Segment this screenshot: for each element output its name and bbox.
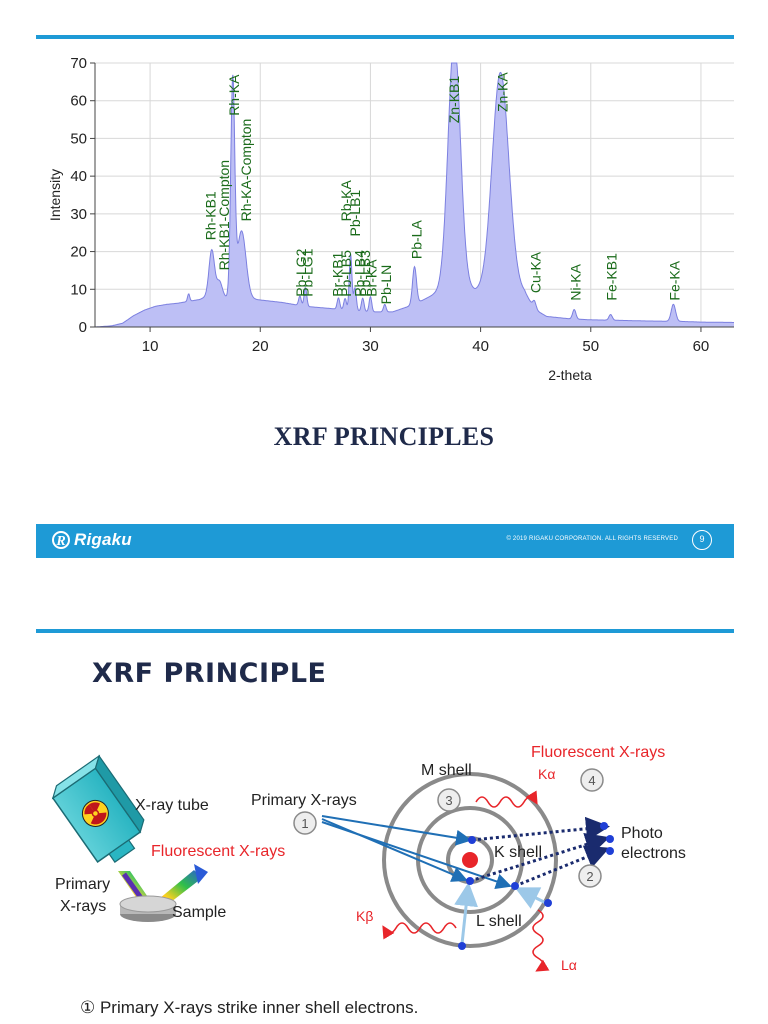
rigaku-logo-text: Rigaku xyxy=(74,530,132,549)
slide-title: XRF PRINCIPLES xyxy=(273,422,495,451)
y-tick-label: 20 xyxy=(70,244,87,261)
step-badge-2: 2 xyxy=(578,864,602,888)
peak-label: Fe-KA xyxy=(667,260,683,300)
y-tick-label: 40 xyxy=(70,168,87,185)
y-tick-label: 50 xyxy=(70,130,87,147)
k-shell-label: K shell xyxy=(494,844,542,861)
slide-xrf-principles: 10 20 30 40 50 60 0 10 20 30 40 50 60 70 Rh-KB1 Rh-KB1… xyxy=(36,35,734,558)
peak-label: Zn-KB1 xyxy=(446,76,462,124)
la-wave xyxy=(532,909,550,972)
electrons xyxy=(458,822,614,950)
peak-label: Br-KA xyxy=(364,259,380,297)
peak-label: Rb-KA xyxy=(338,180,354,222)
peak-label: Rh-KA-Compton xyxy=(238,119,254,222)
x-tick-label: 30 xyxy=(362,338,379,355)
y-tick-label: 10 xyxy=(70,281,87,298)
xrf-principle-diagram: X-ray tube Fluorescent X-rays Primary X-… xyxy=(51,744,686,973)
x-tick-label: 50 xyxy=(582,338,599,355)
right-primary-label: Primary X-rays xyxy=(251,792,357,809)
peak-label: Pb-LG1 xyxy=(300,248,316,296)
ka-wave xyxy=(475,790,538,808)
peak-label: Pb-LB5 xyxy=(338,250,354,297)
slide-top-rule xyxy=(36,629,734,633)
x-axis-label: 2-theta xyxy=(548,367,592,383)
footer-bar: R Rigaku © 2019 RIGAKU CORPORATION. ALL … xyxy=(36,524,734,558)
y-tick-label: 70 xyxy=(70,55,87,72)
photo-electron-arrows xyxy=(469,816,610,888)
photo-electrons-label-1: Photo xyxy=(621,825,663,842)
y-tick-label: 30 xyxy=(70,206,87,223)
rigaku-logo-mark: R xyxy=(52,531,70,549)
x-tick-label: 20 xyxy=(252,338,269,355)
x-tick-label: 40 xyxy=(472,338,489,355)
primary-x-ray-arrows xyxy=(321,815,512,890)
y-tick-label: 60 xyxy=(70,93,87,110)
transition-arrows xyxy=(454,882,549,945)
slide-title: XRF PRINCIPLE xyxy=(92,658,327,689)
svg-text:4: 4 xyxy=(588,773,595,788)
l-shell-label: L shell xyxy=(476,913,522,930)
slide-top-rule xyxy=(36,35,734,39)
spectrum-fill xyxy=(95,63,734,327)
peak-label: Pb-LB1 xyxy=(347,190,363,237)
left-fluorescent-label: Fluorescent X-rays xyxy=(151,843,285,860)
chart-grid xyxy=(95,62,734,328)
spectrum-line xyxy=(95,62,734,328)
page-number: 9 xyxy=(692,530,712,550)
peak-label: Rh-KA xyxy=(226,74,242,116)
kb-label: Kβ xyxy=(356,908,373,924)
la-label: Lα xyxy=(561,957,577,973)
step-caption: ① Primary X-rays strike inner shell elec… xyxy=(80,998,419,1017)
y-axis-label: Intensity xyxy=(47,169,63,221)
slide-xrf-principle: XRF PRINCIPLE xyxy=(0,628,768,1024)
peak-label: Ni-KA xyxy=(567,263,583,300)
peak-label: Pb-LB4 xyxy=(351,250,367,297)
left-primary-label-1: Primary xyxy=(55,876,110,893)
step-badge-3: 3 xyxy=(437,788,461,812)
x-ray-tube-label: X-ray tube xyxy=(135,797,209,814)
peak-label: Pb-LN xyxy=(378,265,394,305)
left-primary-label-2: X-rays xyxy=(60,898,106,915)
photo-electrons-label-2: electrons xyxy=(621,845,686,862)
y-tick-label: 0 xyxy=(79,319,87,336)
fluorescent-arrowhead xyxy=(194,864,208,884)
x-tick-label: 60 xyxy=(693,338,710,355)
x-ray-tube-icon xyxy=(51,754,145,863)
peak-label: Pb-LB3 xyxy=(357,250,373,297)
svg-text:2: 2 xyxy=(586,869,593,884)
ka-label: Kα xyxy=(538,766,555,782)
peak-label: Zn-KA xyxy=(495,72,511,112)
peak-label: Pb-LG2 xyxy=(293,248,309,296)
sample-label: Sample xyxy=(172,904,226,921)
svg-text:1: 1 xyxy=(301,816,308,831)
m-shell-label: M shell xyxy=(421,762,472,779)
step-badge-4: 4 xyxy=(580,768,604,792)
chart-axes xyxy=(94,63,734,328)
peak-label: Fe-KB1 xyxy=(604,253,620,301)
step-badge-1: 1 xyxy=(293,811,317,835)
m-shell-ring xyxy=(382,772,558,948)
x-tick-label: 10 xyxy=(142,338,159,355)
spectrum-area xyxy=(95,62,734,328)
sample-disk-icon xyxy=(119,895,177,922)
rigaku-logo: R Rigaku xyxy=(52,530,132,550)
xrf-spectrum-chart: 10 20 30 40 50 60 0 10 20 30 40 50 60 70 Rh-KB1Rh-KB1… xyxy=(47,55,734,383)
kb-wave xyxy=(382,922,457,940)
peak-label: Pb-LA xyxy=(409,220,425,260)
peak-label: Cu-KA xyxy=(528,251,544,293)
peak-label: Rh-KB1-Compton xyxy=(216,160,232,271)
radiation-icon xyxy=(81,799,109,827)
chart-ticks: 10 20 30 40 50 60 0 10 20 30 40 50 60 70 xyxy=(70,55,709,355)
right-fluorescent-label: Fluorescent X-rays xyxy=(531,744,665,761)
peak-label: Rh-KB1 xyxy=(203,191,219,240)
peak-label: Br-KB1 xyxy=(329,251,345,296)
nucleus xyxy=(462,852,478,868)
copyright-text: © 2019 RIGAKU CORPORATION. ALL RIGHTS RE… xyxy=(506,536,678,542)
svg-text:3: 3 xyxy=(445,793,452,808)
